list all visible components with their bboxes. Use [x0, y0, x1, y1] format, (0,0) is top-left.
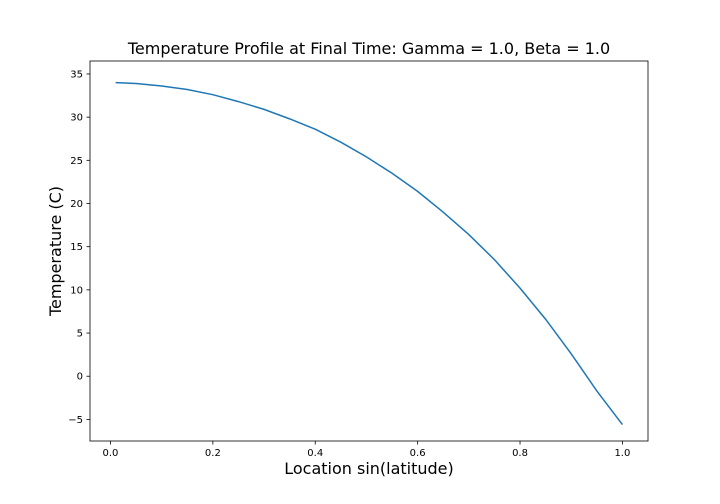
plot-frame	[89, 60, 649, 442]
y-tick-label: 0	[77, 372, 83, 383]
x-tick-label: 0.6	[410, 448, 426, 459]
y-axis-label: Temperature (C)	[46, 186, 65, 317]
y-tick-label: 25	[70, 156, 83, 167]
x-axis-ticks: 0.0 0.2 0.4 0.6 0.8 1.0	[103, 441, 630, 459]
y-tick-label: 5	[77, 329, 83, 340]
x-tick-label: 0.0	[103, 448, 119, 459]
y-tick-label: 20	[70, 199, 83, 210]
y-tick-label: 10	[70, 285, 83, 296]
x-tick-label: 0.2	[205, 448, 221, 459]
chart-title: Temperature Profile at Final Time: Gamma…	[127, 39, 610, 58]
y-tick-label: 15	[70, 242, 83, 253]
x-tick-label: 0.8	[512, 448, 528, 459]
y-tick-label: 35	[70, 69, 83, 80]
x-axis-label: Location sin(latitude)	[284, 459, 454, 478]
temperature-line	[115, 81, 623, 426]
y-tick-label: 30	[70, 113, 83, 124]
x-tick-label: 0.4	[307, 448, 323, 459]
y-tick-label: −5	[68, 415, 83, 426]
y-axis-ticks: −5 0 5 10 15 20 25 30 35	[68, 69, 90, 426]
x-tick-label: 1.0	[614, 448, 630, 459]
plot-area	[90, 61, 648, 441]
